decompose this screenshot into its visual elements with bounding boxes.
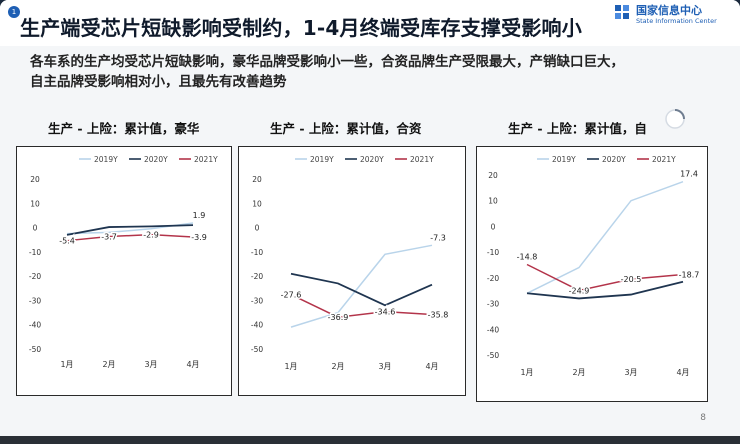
legend-label-2020Y: 2020Y — [360, 155, 384, 164]
y-tick-label: -40 — [29, 321, 41, 330]
chart-luxury: 2019Y 2020Y 2021Y 20 10 0 -10 -20 -30 -40 -50 1月 2月 3… — [29, 155, 218, 369]
legend-label-2020Y: 2020Y — [602, 155, 626, 164]
chart-domestic: 2019Y 2020Y 2021Y 20 10 0 -10 -20 -30 -40 -50 1月 2月 3… — [487, 155, 701, 377]
y-tick-label: -30 — [29, 296, 41, 305]
page-number: 8 — [700, 413, 706, 423]
x-tick-label: 4月 — [186, 360, 199, 369]
data-label: 17.4 — [680, 170, 698, 179]
legend-label-2021Y: 2021Y — [194, 155, 218, 164]
chart-legend: 2019Y 2020Y 2021Y — [295, 155, 434, 164]
y-tick-label: 10 — [30, 199, 40, 208]
summary-text: 各车系的生产均受芯片短缺影响，豪华品牌受影响小一些，合资品牌生产受限最大，产销缺… — [30, 52, 730, 92]
x-tick-label: 1月 — [520, 368, 533, 377]
data-label: -35.8 — [428, 311, 449, 320]
y-tick-label: -10 — [487, 248, 499, 257]
series-line-2021Y — [290, 293, 433, 318]
data-label: -36.9 — [328, 313, 349, 322]
y-tick-label: -40 — [251, 321, 263, 330]
data-label: -34.6 — [375, 308, 396, 317]
y-tick-label: 10 — [488, 197, 498, 206]
data-label: 1.9 — [193, 211, 206, 220]
screen-bezel — [0, 436, 740, 444]
summary-line-2: 自主品牌受影响相对小，且最先有改善趋势 — [30, 74, 287, 90]
legend-label-2021Y: 2021Y — [652, 155, 676, 164]
page-badge[interactable]: 1 — [8, 6, 20, 18]
legend-label-2019Y: 2019Y — [552, 155, 576, 164]
chart-panel-luxury: 2019Y 2020Y 2021Y 20 10 0 -10 -20 -30 -40 -50 1月 2月 3… — [16, 146, 232, 396]
x-tick-label: 4月 — [425, 362, 438, 371]
data-label: -7.3 — [430, 233, 446, 242]
series-line-2021Y — [526, 263, 684, 292]
y-tick-label: -40 — [487, 325, 499, 334]
data-label: -18.7 — [679, 271, 700, 280]
logo: 国家信息中心 State Information Center — [614, 0, 734, 30]
y-tick-label: 0 — [33, 224, 38, 233]
x-tick-label: 2月 — [572, 368, 585, 377]
y-tick-label: 20 — [488, 171, 498, 180]
series-line-2020Y — [526, 280, 684, 300]
slide-header: 1 生产端受芯片短缺影响受制约，1-4月终端受库存支撑受影响小 国家信息中心 S… — [0, 0, 740, 46]
data-label: -24.9 — [569, 286, 590, 295]
data-label: -2.9 — [143, 231, 159, 240]
x-tick-label: 1月 — [60, 360, 73, 369]
y-tick-label: 0 — [491, 222, 496, 231]
chart-legend: 2019Y 2020Y 2021Y — [537, 155, 676, 164]
y-tick-label: -20 — [29, 272, 41, 281]
data-label: -3.7 — [101, 233, 117, 242]
y-tick-label: 10 — [252, 199, 262, 208]
y-tick-label: 20 — [252, 175, 262, 184]
y-tick-label: -20 — [487, 274, 499, 283]
chart-jv: 2019Y 2020Y 2021Y 20 10 0 -10 -20 -30 -40 -50 1月 2月 3… — [251, 155, 450, 371]
chart-panel-jv: 2019Y 2020Y 2021Y 20 10 0 -10 -20 -30 -40 -50 1月 2月 3… — [238, 146, 466, 396]
series-line-2020Y — [290, 272, 433, 307]
x-tick-label: 4月 — [676, 368, 689, 377]
slide-title: 生产端受芯片短缺影响受制约，1-4月终端受库存支撑受影响小 — [20, 16, 582, 40]
y-tick-label: 0 — [255, 224, 260, 233]
x-tick-label: 2月 — [331, 362, 344, 371]
legend-label-2021Y: 2021Y — [410, 155, 434, 164]
x-tick-label: 3月 — [378, 362, 391, 371]
logo-name-cn: 国家信息中心 — [636, 4, 702, 17]
data-label: -14.8 — [517, 252, 538, 261]
series-line-2019Y — [290, 244, 433, 328]
data-label: -20.5 — [621, 275, 642, 284]
legend-label-2019Y: 2019Y — [94, 155, 118, 164]
series-line-2021Y — [66, 233, 194, 242]
summary-line-1: 各车系的生产均受芯片短缺影响，豪华品牌受影响小一些，合资品牌生产受限最大，产销缺… — [30, 54, 624, 70]
sic-logo-icon — [615, 5, 629, 19]
y-tick-label: -10 — [29, 248, 41, 257]
series-line-2020Y — [66, 224, 194, 236]
y-tick-label: -50 — [487, 351, 499, 360]
x-tick-label: 1月 — [284, 362, 297, 371]
chart-panel-domestic: 2019Y 2020Y 2021Y 20 10 0 -10 -20 -30 -40 -50 1月 2月 3… — [476, 146, 708, 402]
y-tick-label: -10 — [251, 248, 263, 257]
chart-legend: 2019Y 2020Y 2021Y — [79, 155, 218, 164]
chart-title-luxury: 生产 - 上险：累计值，豪华 — [48, 121, 200, 136]
data-label: -5.4 — [59, 237, 75, 246]
loading-spinner-icon — [665, 109, 685, 129]
x-tick-label: 3月 — [624, 368, 637, 377]
legend-label-2020Y: 2020Y — [144, 155, 168, 164]
y-tick-label: -30 — [487, 300, 499, 309]
legend-label-2019Y: 2019Y — [310, 155, 334, 164]
series-line-2019Y — [526, 180, 684, 294]
chart-title-jv: 生产 - 上险：累计值，合资 — [270, 121, 422, 136]
data-label: -27.6 — [281, 291, 302, 300]
x-tick-label: 2月 — [102, 360, 115, 369]
y-tick-label: -50 — [29, 345, 41, 354]
y-tick-label: -20 — [251, 272, 263, 281]
y-tick-label: -50 — [251, 345, 263, 354]
data-label: -3.9 — [191, 233, 207, 242]
y-tick-label: -30 — [251, 296, 263, 305]
chart-title-domestic: 生产 - 上险：累计值，自 — [508, 121, 647, 136]
x-tick-label: 3月 — [144, 360, 157, 369]
y-tick-label: 20 — [30, 175, 40, 184]
logo-name-en: State Information Center — [636, 17, 717, 25]
